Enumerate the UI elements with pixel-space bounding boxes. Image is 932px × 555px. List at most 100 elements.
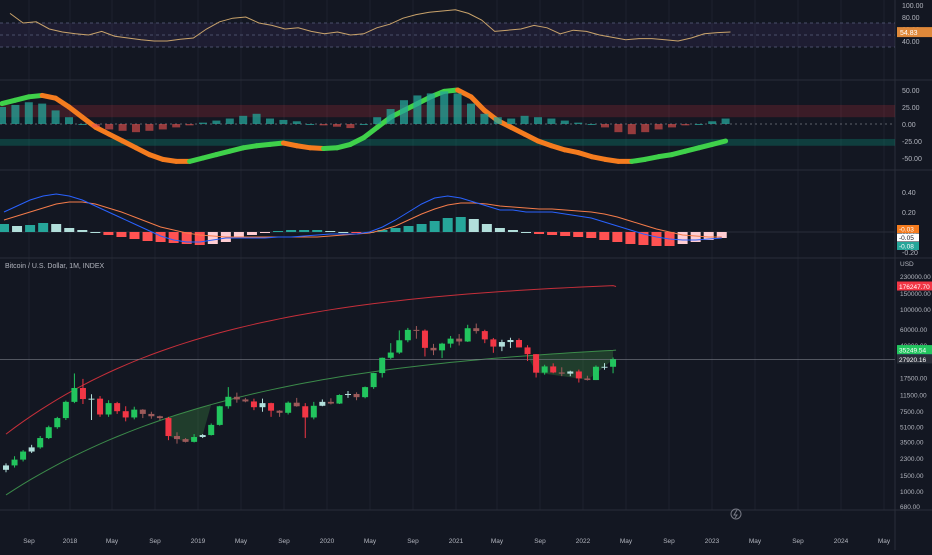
candle-body xyxy=(3,465,9,470)
macd-histogram-bar xyxy=(194,232,205,245)
candle-body xyxy=(54,418,61,428)
below-ma-shade xyxy=(168,404,212,442)
osc-bar xyxy=(641,124,650,133)
osc-wave-segment xyxy=(455,87,474,100)
macd-histogram-bar xyxy=(625,232,636,244)
osc-wave-segment xyxy=(709,138,729,147)
candle-body xyxy=(473,328,480,332)
price-badge xyxy=(897,345,932,355)
osc-bar xyxy=(172,124,181,128)
macd-histogram-bar xyxy=(142,232,153,241)
candle-body xyxy=(439,343,446,351)
x-tick-label: May xyxy=(878,538,891,545)
macd-histogram-bar xyxy=(521,232,531,233)
osc-wave-segment xyxy=(508,124,528,137)
osc-bar xyxy=(359,124,368,125)
candle-body xyxy=(327,401,334,404)
candle-body xyxy=(396,340,403,353)
candle-body xyxy=(242,399,249,402)
candle-body xyxy=(592,366,599,381)
osc-wave-segment xyxy=(133,145,152,158)
macd-histogram-bar xyxy=(677,232,688,244)
x-tick-label: May xyxy=(235,538,248,545)
candle-body xyxy=(268,403,275,411)
osc-bar xyxy=(239,115,248,124)
osc-bar xyxy=(11,104,20,124)
osc-bar xyxy=(386,109,395,124)
macd-histogram-bar xyxy=(77,230,88,232)
macd-histogram-bar xyxy=(129,232,140,239)
x-tick-label: 2021 xyxy=(449,538,464,545)
osc-bar xyxy=(118,124,127,131)
candle-body xyxy=(88,398,95,400)
osc-bar xyxy=(547,118,556,124)
candle-body xyxy=(139,409,146,414)
macd-histogram-bar xyxy=(90,232,101,233)
macd-value-badge xyxy=(897,233,919,242)
osc-bar xyxy=(708,121,717,124)
osc-wave-segment xyxy=(347,135,367,147)
macd-histogram-bar xyxy=(560,232,571,236)
x-tick-label: Sep xyxy=(792,538,804,545)
price-unit-label: USD xyxy=(900,261,914,268)
candle-body xyxy=(199,435,206,438)
macd-histogram-bar xyxy=(233,232,244,238)
osc-bar xyxy=(681,124,690,126)
macd-histogram-bar xyxy=(494,228,505,232)
macd-histogram-bar xyxy=(338,232,349,233)
candle-body xyxy=(524,347,531,355)
osc-bar xyxy=(426,93,435,124)
osc-bar xyxy=(587,124,596,125)
x-tick-label: 2024 xyxy=(834,538,849,545)
macd-histogram-bar xyxy=(12,226,23,232)
x-tick-label: May xyxy=(749,538,762,545)
macd-histogram-bar xyxy=(573,232,584,237)
osc-bar xyxy=(520,115,529,124)
candle-body xyxy=(336,395,343,404)
macd-histogram-bar xyxy=(507,230,518,232)
rsi-tick-label: 80.00 xyxy=(902,15,920,22)
candle-body xyxy=(20,451,27,460)
candle-body xyxy=(498,342,505,347)
candle-body xyxy=(404,329,411,341)
candle-body xyxy=(11,459,18,466)
macd-histogram-bar xyxy=(246,232,257,235)
macd-histogram-bar xyxy=(534,232,545,234)
candle-body xyxy=(28,447,35,452)
osc-bar xyxy=(534,117,542,124)
candle-body xyxy=(319,401,326,406)
macd-histogram-bar xyxy=(455,217,466,232)
osc-bar xyxy=(78,124,87,125)
osc-bar xyxy=(38,103,47,124)
osc-bar xyxy=(614,124,623,133)
macd-histogram-bar xyxy=(716,232,727,238)
osc-bar xyxy=(346,124,355,129)
osc-tick-label: -25.00 xyxy=(902,139,922,146)
candle-body xyxy=(550,366,557,373)
osc-wave-segment xyxy=(53,95,72,110)
macd-histogram-bar xyxy=(181,232,192,244)
x-tick-label: 2019 xyxy=(191,538,206,545)
osc-bar xyxy=(453,93,462,124)
macd-histogram-bar xyxy=(260,232,270,233)
rsi-price-label: 54.83 xyxy=(900,30,918,37)
price-tick-label: 5100.00 xyxy=(900,424,924,431)
price-tick-label: 3500.00 xyxy=(900,439,924,446)
macd-histogram-bar xyxy=(651,232,662,246)
candle-body xyxy=(370,373,377,388)
price-badge xyxy=(897,281,932,291)
price-tick-label: 100000.00 xyxy=(900,307,931,314)
price-tick-label: 1000.00 xyxy=(900,489,924,496)
x-tick-label: 2023 xyxy=(705,538,720,545)
x-tick-label: Sep xyxy=(663,538,675,545)
candle-body xyxy=(250,401,257,408)
price-tick-label: 2300.00 xyxy=(900,456,924,463)
macd-line xyxy=(3,193,722,243)
candle-body xyxy=(541,366,548,373)
price-tick-label: 60000.00 xyxy=(900,327,927,334)
osc-bar xyxy=(279,119,288,124)
osc-tick-label: 50.00 xyxy=(902,88,920,95)
osc-bar xyxy=(668,124,676,128)
candle-body xyxy=(182,439,189,442)
